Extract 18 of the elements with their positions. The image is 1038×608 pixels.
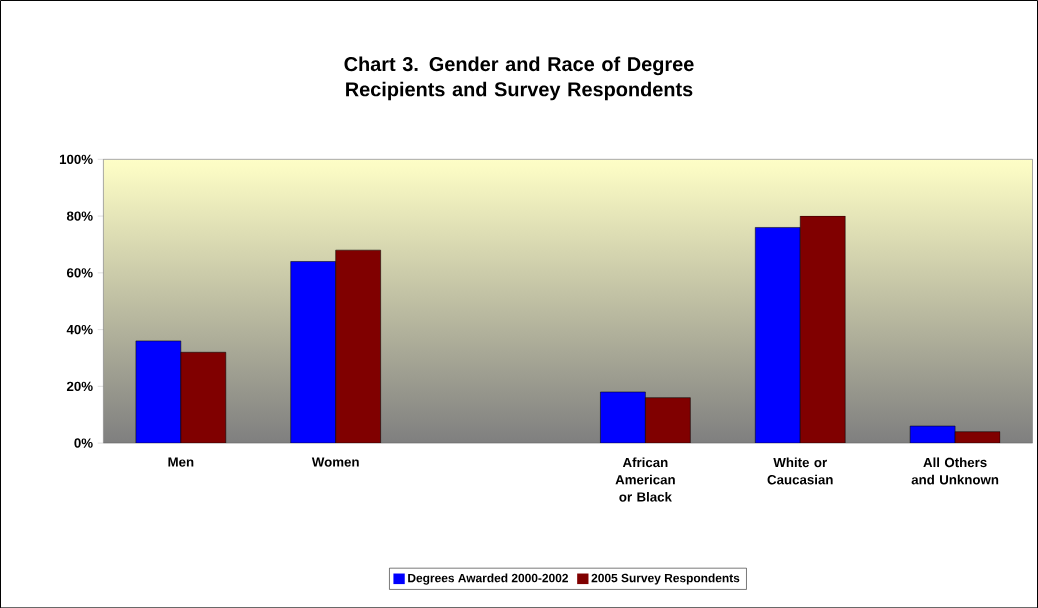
bar	[600, 391, 646, 443]
x-tick-label: Men	[168, 457, 194, 467]
bar	[755, 226, 801, 443]
y-tick-label: 60%	[66, 267, 93, 278]
x-tick-label: Women	[311, 457, 359, 467]
legend-label: 2005 Survey Respondents	[591, 573, 740, 585]
y-tick-label: 100%	[59, 154, 93, 164]
legend-label: Degrees Awarded 2000-2002	[408, 573, 568, 585]
y-tick-label: 0%	[74, 438, 93, 448]
bar	[290, 261, 336, 443]
x-tick-label: All Others and Unknown	[911, 457, 999, 485]
bar	[135, 340, 182, 443]
chart-title: Chart 3. Gender and Race of Degree Recipients and Survey Respondents	[344, 56, 694, 101]
y-tick-label: 20%	[66, 381, 93, 391]
x-tick-label: White or Caucasian	[767, 457, 833, 485]
y-tick-label: 40%	[66, 324, 93, 335]
x-tick-label: African American or Black	[615, 457, 675, 502]
y-tick-label: 80%	[66, 211, 93, 221]
